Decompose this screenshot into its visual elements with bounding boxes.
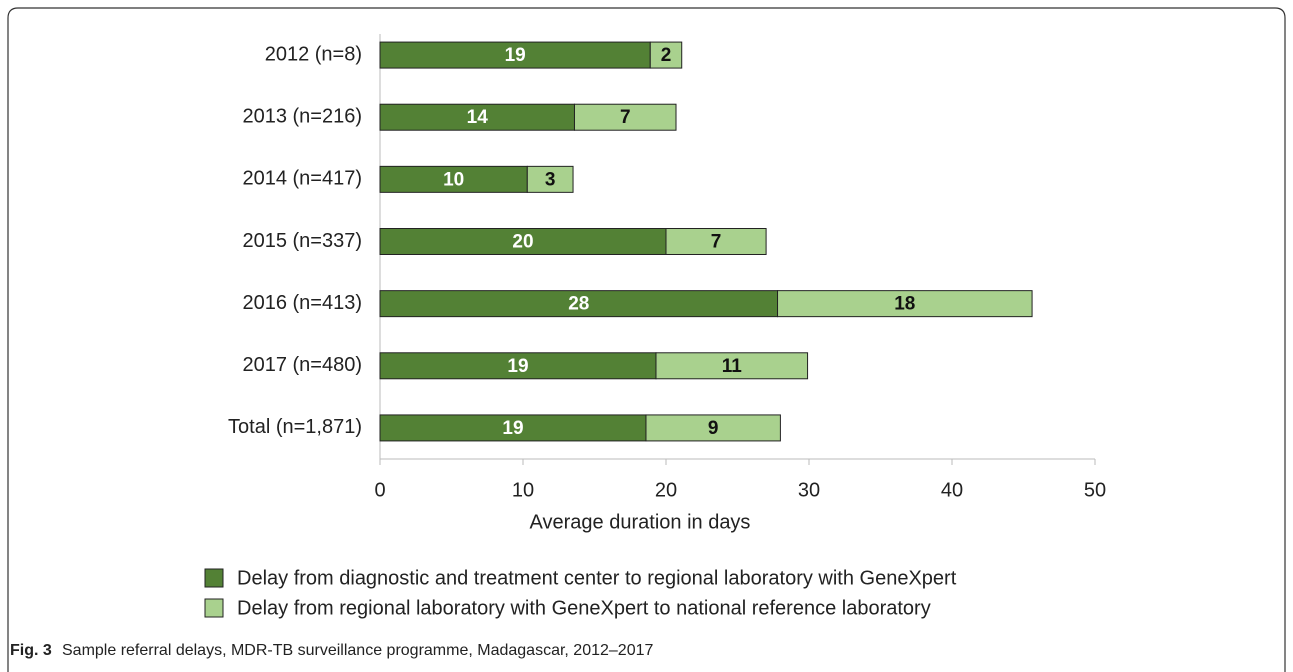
legend-swatch [204, 568, 224, 588]
caption-label: Fig. 3 [10, 642, 52, 659]
y-tick-label: Total (n=1,871) [228, 416, 362, 438]
data-label: 18 [894, 294, 915, 315]
bar-segment [379, 103, 575, 131]
bar-segment [655, 352, 809, 380]
bar-segment [379, 228, 667, 255]
caption-text: Sample referral delays, MDR-TB surveilla… [62, 642, 653, 659]
legend-label: Delay from regional laboratory with Gene… [237, 597, 931, 619]
data-label: 9 [708, 418, 719, 439]
legend-swatch [204, 598, 224, 618]
bar-segment [526, 165, 574, 193]
data-label: 19 [505, 45, 526, 66]
frame [7, 7, 1286, 672]
bar-segment [379, 165, 528, 193]
x-tick-label: 20 [655, 479, 677, 501]
y-tick-label: 2017 (n=480) [242, 354, 362, 376]
y-tick-label: 2015 (n=337) [242, 230, 362, 252]
x-tick-label: 50 [1084, 479, 1106, 501]
y-tick-label: 2016 (n=413) [242, 292, 362, 314]
bar-segment [665, 228, 767, 255]
bar-segment [379, 290, 779, 318]
y-tick-label: 2014 (n=417) [242, 168, 362, 190]
data-label: 11 [722, 356, 743, 377]
data-label: 7 [620, 107, 631, 128]
bar-segment [645, 414, 781, 442]
x-tick-label: 30 [798, 479, 820, 501]
bar-segment [379, 414, 647, 442]
data-label: 3 [545, 169, 556, 190]
data-label: 14 [467, 107, 489, 128]
data-label: 2 [661, 45, 672, 66]
data-label: 28 [568, 294, 589, 315]
data-label: 19 [502, 418, 523, 439]
bar-segment [379, 352, 657, 380]
data-label: 20 [512, 232, 533, 253]
x-tick-label: 10 [512, 479, 534, 501]
legend-label: Delay from diagnostic and treatment cent… [237, 567, 957, 589]
x-axis-label: Average duration in days [530, 511, 751, 533]
data-label: 19 [507, 356, 528, 377]
x-tick-label: 0 [374, 479, 385, 501]
bar-segment [777, 290, 1033, 318]
data-label: 10 [443, 169, 464, 190]
y-tick-label: 2013 (n=216) [242, 105, 362, 127]
bar-segment [649, 41, 683, 69]
data-label: 7 [711, 232, 722, 253]
x-tick-label: 40 [941, 479, 963, 501]
y-tick-label: 2012 (n=8) [265, 43, 362, 65]
bar-segment [573, 103, 677, 131]
